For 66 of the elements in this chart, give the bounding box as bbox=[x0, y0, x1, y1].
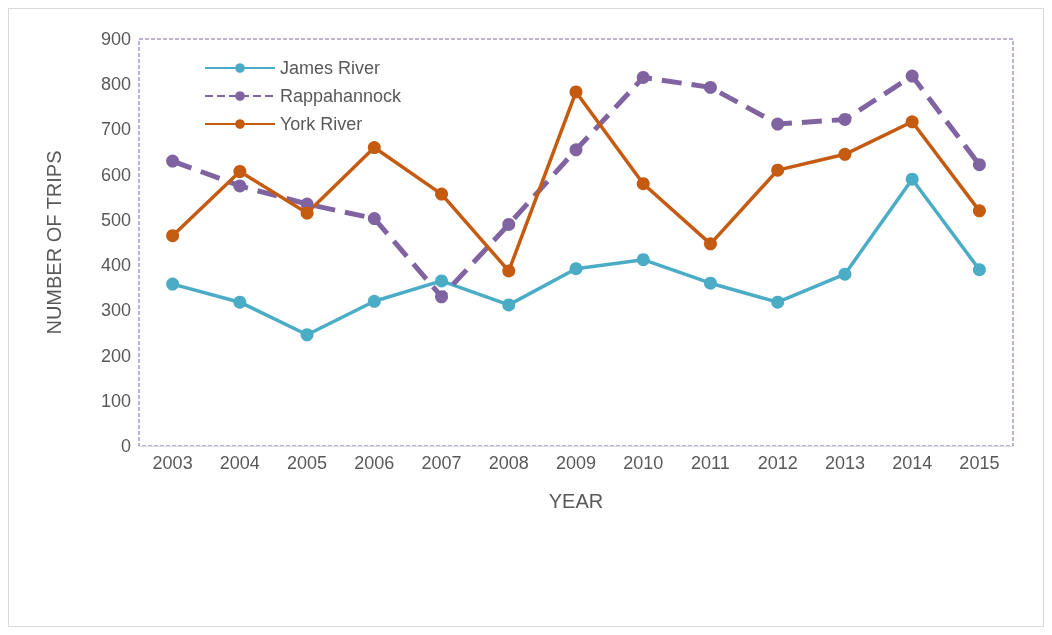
x-tick-label: 2005 bbox=[287, 453, 328, 473]
point bbox=[771, 117, 785, 131]
point bbox=[233, 179, 247, 193]
point bbox=[636, 253, 650, 267]
point bbox=[300, 328, 314, 342]
point bbox=[233, 165, 247, 178]
point bbox=[569, 262, 583, 276]
point bbox=[502, 264, 516, 278]
point bbox=[972, 158, 986, 172]
point bbox=[838, 113, 852, 126]
point bbox=[703, 276, 717, 290]
point bbox=[771, 295, 785, 309]
point bbox=[502, 298, 516, 312]
x-tick-label: 2011 bbox=[691, 453, 730, 473]
point bbox=[435, 274, 449, 288]
legend-label: York River bbox=[280, 114, 363, 134]
y-axis-title: NUMBER OF TRIPS bbox=[43, 150, 65, 335]
legend-label: James River bbox=[280, 58, 381, 78]
x-tick-label: 2010 bbox=[623, 453, 664, 473]
x-tick-label: 2007 bbox=[421, 453, 462, 473]
point bbox=[569, 143, 583, 157]
point bbox=[905, 115, 919, 129]
point bbox=[166, 277, 180, 291]
x-tick-label: 2004 bbox=[219, 453, 260, 473]
point bbox=[905, 172, 919, 186]
point bbox=[435, 187, 449, 201]
y-tick-label: 200 bbox=[100, 345, 131, 366]
x-axis-title: YEAR bbox=[548, 490, 604, 512]
point bbox=[367, 141, 381, 155]
point bbox=[838, 267, 852, 281]
y-tick-label: 600 bbox=[100, 164, 131, 185]
x-tick-label: 2003 bbox=[152, 453, 193, 473]
point bbox=[838, 147, 852, 161]
point bbox=[771, 163, 785, 177]
point bbox=[905, 69, 919, 83]
point bbox=[703, 80, 717, 94]
point bbox=[367, 294, 381, 308]
point bbox=[569, 85, 583, 99]
point bbox=[703, 237, 717, 251]
point bbox=[972, 204, 986, 218]
point bbox=[367, 212, 381, 226]
point bbox=[166, 229, 180, 243]
point bbox=[300, 206, 314, 220]
point bbox=[502, 217, 516, 231]
y-tick-label: 100 bbox=[100, 390, 131, 411]
x-tick-label: 2014 bbox=[892, 453, 933, 473]
legend-label: Rappahannock bbox=[280, 86, 403, 106]
x-tick-label: 2006 bbox=[354, 453, 395, 473]
y-tick-label: 700 bbox=[100, 119, 131, 140]
y-tick-label: 0 bbox=[120, 436, 131, 456]
point bbox=[233, 295, 247, 309]
point bbox=[972, 263, 986, 277]
x-tick-label: 2009 bbox=[555, 453, 597, 473]
y-tick-label: 900 bbox=[100, 29, 131, 49]
y-tick-label: 300 bbox=[100, 300, 131, 321]
x-tick-label: 2013 bbox=[824, 453, 865, 473]
point bbox=[166, 154, 180, 168]
y-tick-label: 500 bbox=[100, 209, 131, 230]
x-tick-label: 2012 bbox=[757, 453, 798, 473]
point bbox=[636, 70, 650, 84]
y-tick-label: 400 bbox=[100, 255, 131, 276]
point bbox=[435, 290, 449, 304]
x-tick-label: 2008 bbox=[488, 453, 529, 473]
point bbox=[636, 177, 650, 191]
y-tick-label: 800 bbox=[100, 74, 131, 95]
x-tick-label: 2015 bbox=[959, 453, 1000, 473]
